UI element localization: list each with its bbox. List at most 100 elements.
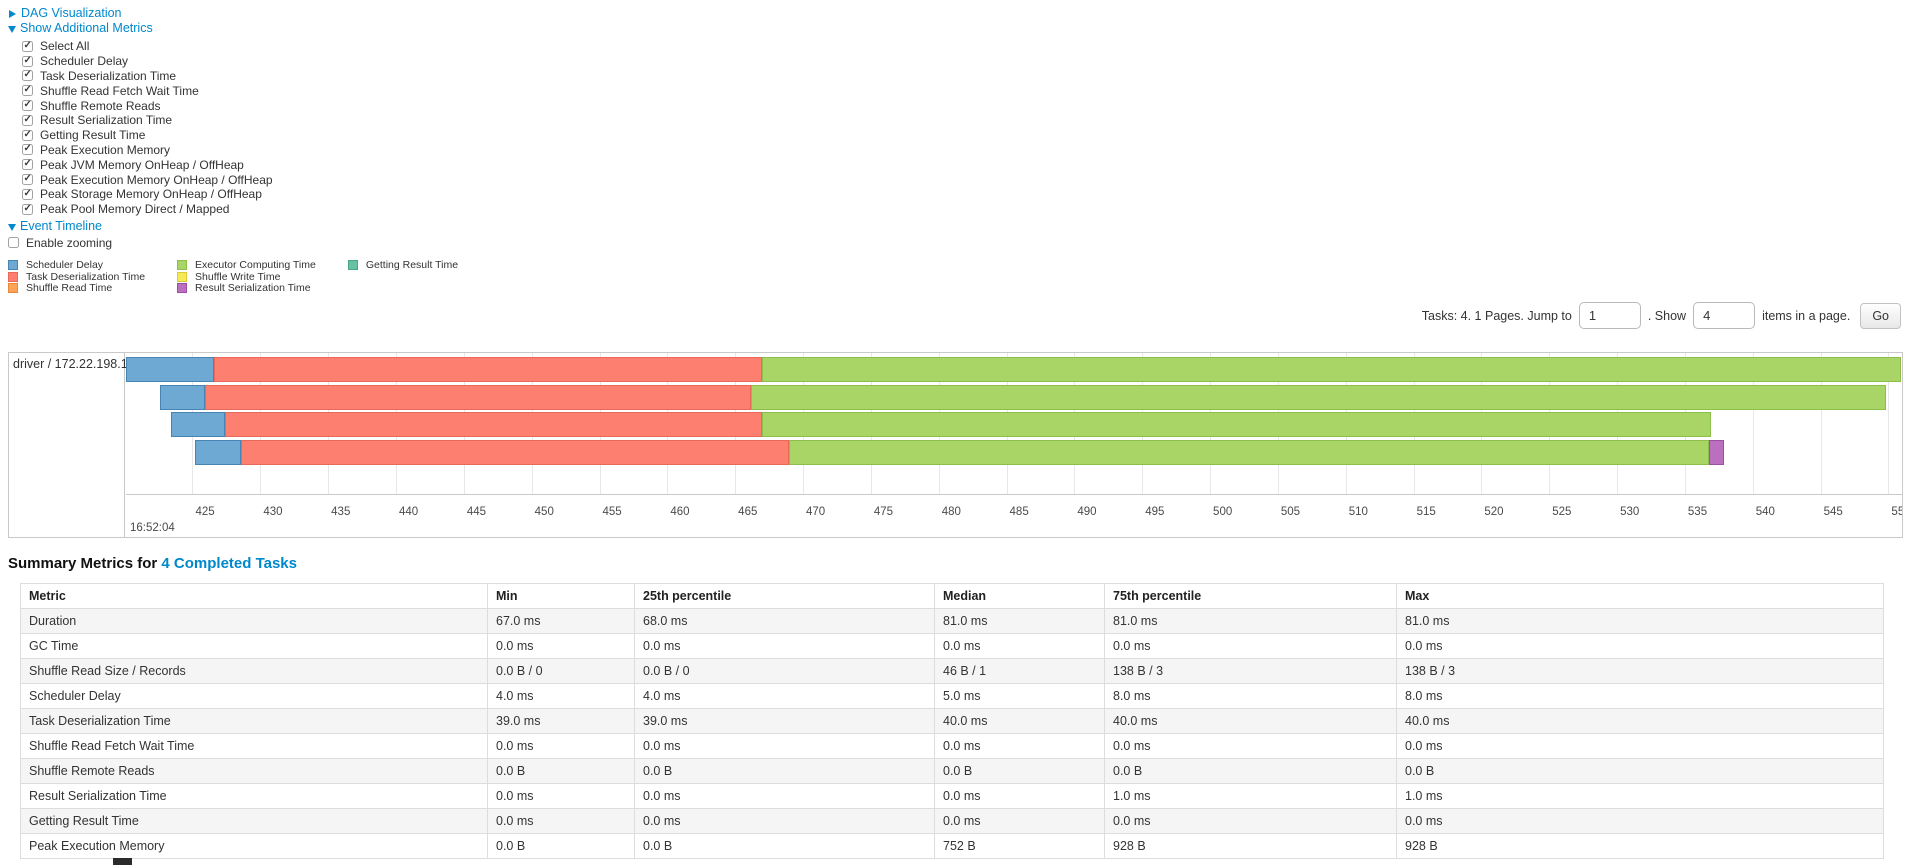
metric-checkbox-label: Result Serialization Time [40, 113, 173, 128]
show-additional-metrics-label: Show Additional Metrics [20, 21, 153, 35]
enable-zooming-checkbox[interactable] [8, 237, 19, 249]
table-row: Peak Execution Memory 0.0 B 0.0 B 752 B 928 … [20, 833, 1884, 860]
table-header-cell: 25th percentile [634, 583, 935, 610]
axis-tick-label: 460 [670, 506, 690, 519]
table-cell: 0.0 B [487, 758, 635, 785]
dag-visualization-label: DAG Visualization [21, 6, 122, 20]
axis-tick-label: 475 [873, 506, 894, 519]
metric-checkbox-label: Shuffle Remote Reads [40, 98, 161, 113]
table-cell: 0.0 B [634, 758, 935, 785]
metric-checkbox-row: Peak JVM Memory OnHeap / OffHeap [22, 157, 1907, 172]
metric-checkbox[interactable] [22, 84, 33, 97]
metric-checkbox[interactable] [22, 203, 33, 215]
table-cell: 46 B / 1 [934, 658, 1105, 685]
summary-metrics-table: Metric Min 25th percentile Median 75th perce… [20, 583, 1884, 860]
table-cell: 0.0 B / 0 [487, 658, 635, 685]
metric-checkbox-row: Getting Result Time [22, 128, 1907, 143]
metric-checkbox[interactable] [22, 158, 33, 171]
axis-tick-label: 470 [806, 506, 826, 519]
legend-column: Executor Computing Time Shuffle Write Tim… [177, 259, 316, 294]
task-bar-segment-task-deserialization[interactable] [225, 412, 763, 438]
task-bar-segment-scheduler-delay[interactable] [126, 357, 215, 383]
metric-checkbox-row: Select All [22, 39, 1907, 54]
table-cell: 0.0 ms [934, 808, 1105, 835]
metric-checkbox[interactable] [22, 40, 33, 52]
metric-checkbox-label: Getting Result Time [40, 128, 146, 143]
summary-metrics-title: Summary Metrics for 4 Completed Tasks [8, 555, 1907, 572]
axis-tick-label: 465 [738, 506, 758, 519]
table-cell: 67.0 ms [487, 608, 635, 635]
jump-to-page-input[interactable] [1578, 302, 1641, 330]
table-cell: 68.0 ms [634, 608, 935, 635]
table-cell: 4.0 ms [487, 683, 635, 710]
expanded-arrow-icon [8, 26, 16, 33]
table-cell: 40.0 ms [934, 708, 1105, 735]
timeline-axis: 16:52:04 425 430 435 440 445 450 455 460 465 470 4… [126, 494, 1902, 537]
legend-swatch-shuffle-write-icon [177, 271, 188, 282]
table-cell: 0.0 ms [1396, 633, 1884, 660]
task-bar-segment-task-deserialization[interactable] [214, 357, 763, 383]
metric-checkbox[interactable] [22, 69, 33, 82]
metric-checkbox[interactable] [22, 114, 33, 126]
axis-tick-label: 500 [1213, 506, 1233, 519]
table-header-row: Metric Min 25th percentile Median 75th perce… [20, 583, 1884, 610]
timeline-plot-area [126, 353, 1902, 495]
metric-checkbox-label: Peak Execution Memory OnHeap / OffHeap [40, 172, 273, 187]
table-cell: Peak Execution Memory [20, 833, 488, 860]
dag-visualization-toggle[interactable]: DAG Visualization [8, 6, 1907, 21]
metric-checkbox-row: Peak Execution Memory OnHeap / OffHeap [22, 172, 1907, 187]
legend-entry: Shuffle Write Time [177, 271, 316, 283]
task-bar-segment-executor-computing[interactable] [762, 357, 1901, 383]
legend-entry: Getting Result Time [347, 259, 458, 271]
axis-tick-label: 490 [1077, 506, 1097, 519]
table-header-cell: Max [1396, 583, 1884, 610]
task-bar-segment-task-deserialization[interactable] [204, 384, 752, 410]
table-cell: 0.0 ms [487, 783, 635, 810]
metric-checkbox[interactable] [22, 173, 33, 186]
task-bar-segment-scheduler-delay[interactable] [195, 439, 242, 465]
legend-column: Scheduler Delay Task Deserialization Time… [8, 259, 145, 294]
legend-label: Task Deserialization Time [26, 270, 146, 283]
table-header-cell: Median [934, 583, 1105, 610]
metric-checkbox[interactable] [22, 99, 33, 112]
completed-tasks-link[interactable]: 4 Completed Tasks [161, 555, 297, 573]
metric-checkbox-label: Task Deserialization Time [40, 68, 177, 83]
task-bar-segment-scheduler-delay[interactable] [170, 412, 226, 438]
metric-checkbox[interactable] [22, 55, 33, 67]
table-header-cell: Metric [20, 583, 488, 610]
legend-entry: Task Deserialization Time [8, 271, 145, 283]
timeline-legend: Scheduler Delay Task Deserialization Time… [8, 259, 490, 294]
table-row: Shuffle Remote Reads 0.0 B 0.0 B 0.0 B 0.0 B… [20, 758, 1884, 785]
metric-checkbox[interactable] [22, 143, 33, 156]
table-cell: 0.0 ms [487, 733, 635, 760]
table-cell: 138 B / 3 [1396, 658, 1884, 685]
legend-label: Shuffle Write Time [195, 270, 281, 283]
task-bar-segment-scheduler-delay[interactable] [159, 384, 205, 410]
task-bar-segment-task-deserialization[interactable] [241, 439, 790, 465]
items-per-page-input[interactable] [1693, 302, 1756, 330]
table-row: Getting Result Time 0.0 ms 0.0 ms 0.0 ms 0.0… [20, 808, 1884, 835]
legend-swatch-result-serialization-icon [177, 283, 188, 294]
table-cell: 752 B [934, 833, 1105, 860]
task-bar-segment-executor-computing[interactable] [751, 384, 1886, 410]
table-cell: Getting Result Time [20, 808, 488, 835]
metric-checkbox[interactable] [22, 129, 33, 141]
axis-tick-label: 425 [195, 506, 215, 519]
table-cell: 0.0 B [487, 833, 635, 860]
go-button[interactable]: Go [1860, 302, 1901, 329]
show-additional-metrics-toggle[interactable]: Show Additional Metrics [8, 21, 1907, 36]
table-cell: 0.0 B [934, 758, 1105, 785]
task-bar-segment-result-serialization[interactable] [1709, 439, 1725, 465]
axis-tick-label: 530 [1620, 506, 1640, 519]
metric-checkbox-row: Scheduler Delay [22, 54, 1907, 69]
table-row: Result Serialization Time 0.0 ms 0.0 ms 0.0… [20, 783, 1884, 810]
task-bar-segment-executor-computing[interactable] [789, 439, 1710, 465]
table-cell: 0.0 B / 0 [634, 658, 935, 685]
metric-checkbox-label: Peak Pool Memory Direct / Mapped [40, 202, 230, 217]
summary-title-text: Summary Metrics for [8, 555, 158, 573]
task-bar-segment-executor-computing[interactable] [762, 412, 1711, 438]
table-cell: 40.0 ms [1104, 708, 1397, 735]
event-timeline-toggle[interactable]: Event Timeline [8, 219, 1907, 234]
metric-checkbox[interactable] [22, 188, 33, 200]
